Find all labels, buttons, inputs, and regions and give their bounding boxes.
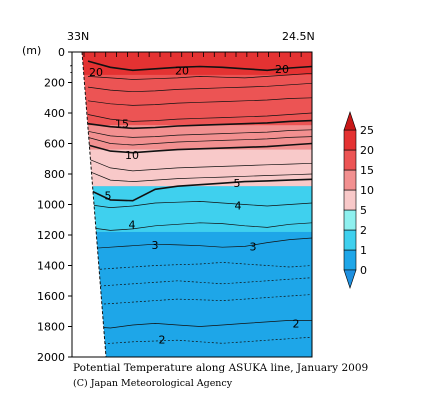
- caption-title: Potential Temperature along ASUKA line, …: [73, 362, 368, 374]
- contour-2-4: [87, 294, 313, 306]
- colorbar-band: [343, 249, 357, 271]
- colorbar-label: 20: [360, 144, 374, 157]
- contour-18: [87, 82, 313, 93]
- contour-label: 4: [129, 218, 136, 231]
- y-tick-label: 600: [44, 138, 65, 151]
- y-tick-label: 0: [58, 46, 65, 59]
- contour-1-8: [87, 336, 313, 346]
- colorbar-label: 2: [360, 224, 367, 237]
- caption-credit: (C) Japan Meteorological Agency: [73, 378, 233, 389]
- wedge-edge: [81, 51, 107, 358]
- contour-label: 15: [115, 118, 129, 131]
- colorbar-band: [343, 189, 357, 211]
- colorbar-band: [343, 209, 357, 231]
- y-tick-label: 1400: [37, 260, 65, 273]
- x-label-start: 33N: [67, 30, 89, 43]
- contour-label: 20: [275, 63, 289, 76]
- contour-2: [87, 320, 312, 329]
- colorbar-label: 10: [360, 184, 374, 197]
- x-axis: 33N 24.5N: [67, 30, 315, 43]
- contour-label: 5: [234, 177, 241, 190]
- contour-8: [87, 158, 313, 172]
- contour-label: 3: [152, 239, 159, 252]
- colorbar-band: [343, 229, 357, 251]
- contour-17: [87, 97, 313, 106]
- x-label-end: 24.5N: [282, 30, 315, 43]
- band-2-5: [72, 186, 312, 232]
- contour-2-6: [87, 277, 313, 288]
- colorbar-label: 5: [360, 204, 367, 217]
- contour-3-5: [87, 222, 313, 231]
- contour-2-8: [87, 262, 313, 271]
- contour-label: 2: [159, 333, 166, 346]
- contour-3: [87, 237, 313, 250]
- contour-19: [87, 72, 313, 80]
- contour-label: 10: [125, 149, 139, 162]
- y-unit-label: (m): [22, 44, 41, 57]
- plot-area: 20202015105544332215: [69, 51, 313, 358]
- y-tick-label: 800: [44, 168, 65, 181]
- contour-14: [87, 129, 313, 138]
- contour-label: 20: [89, 66, 103, 79]
- y-tick-label: 1800: [37, 321, 65, 334]
- y-tick-label: 2000: [37, 351, 65, 364]
- y-tick-label: 1200: [37, 229, 65, 242]
- no-data-wedge: [72, 52, 106, 357]
- contour-15: [87, 119, 313, 130]
- contour-label: 20: [175, 64, 189, 77]
- contour-label: 5: [105, 189, 112, 202]
- y-tick-label: 400: [44, 107, 65, 120]
- y-tick-label: 1000: [37, 199, 65, 212]
- colorbar-label: 1: [360, 244, 367, 257]
- y-tick-label: 200: [44, 77, 65, 90]
- contour-10: [87, 142, 313, 154]
- colorbar-top-arrow: [343, 111, 357, 131]
- colorbar-label: 25: [360, 124, 374, 137]
- contour-4: [87, 201, 313, 208]
- colorbar-bottom-arrow: [343, 269, 357, 289]
- colorbar-band: [343, 149, 357, 171]
- contour-12: [87, 136, 313, 146]
- colorbar-band: [343, 129, 357, 151]
- colorbar-label: 15: [360, 164, 374, 177]
- contour-16: [87, 112, 313, 122]
- contour-label: 3: [250, 240, 257, 253]
- contour-6: [87, 170, 313, 182]
- contour-20: [87, 60, 313, 72]
- contour-5: [87, 178, 313, 202]
- y-tick-label: 1600: [37, 290, 65, 303]
- y-axis: 0 200 400 600 800 1000 1200 1400 1600 1800 2000: [37, 46, 72, 364]
- colorbar-label: 0: [360, 264, 367, 277]
- contour-label: 2: [293, 317, 300, 330]
- contour-label: 4: [235, 199, 242, 212]
- colorbar-band: [343, 169, 357, 191]
